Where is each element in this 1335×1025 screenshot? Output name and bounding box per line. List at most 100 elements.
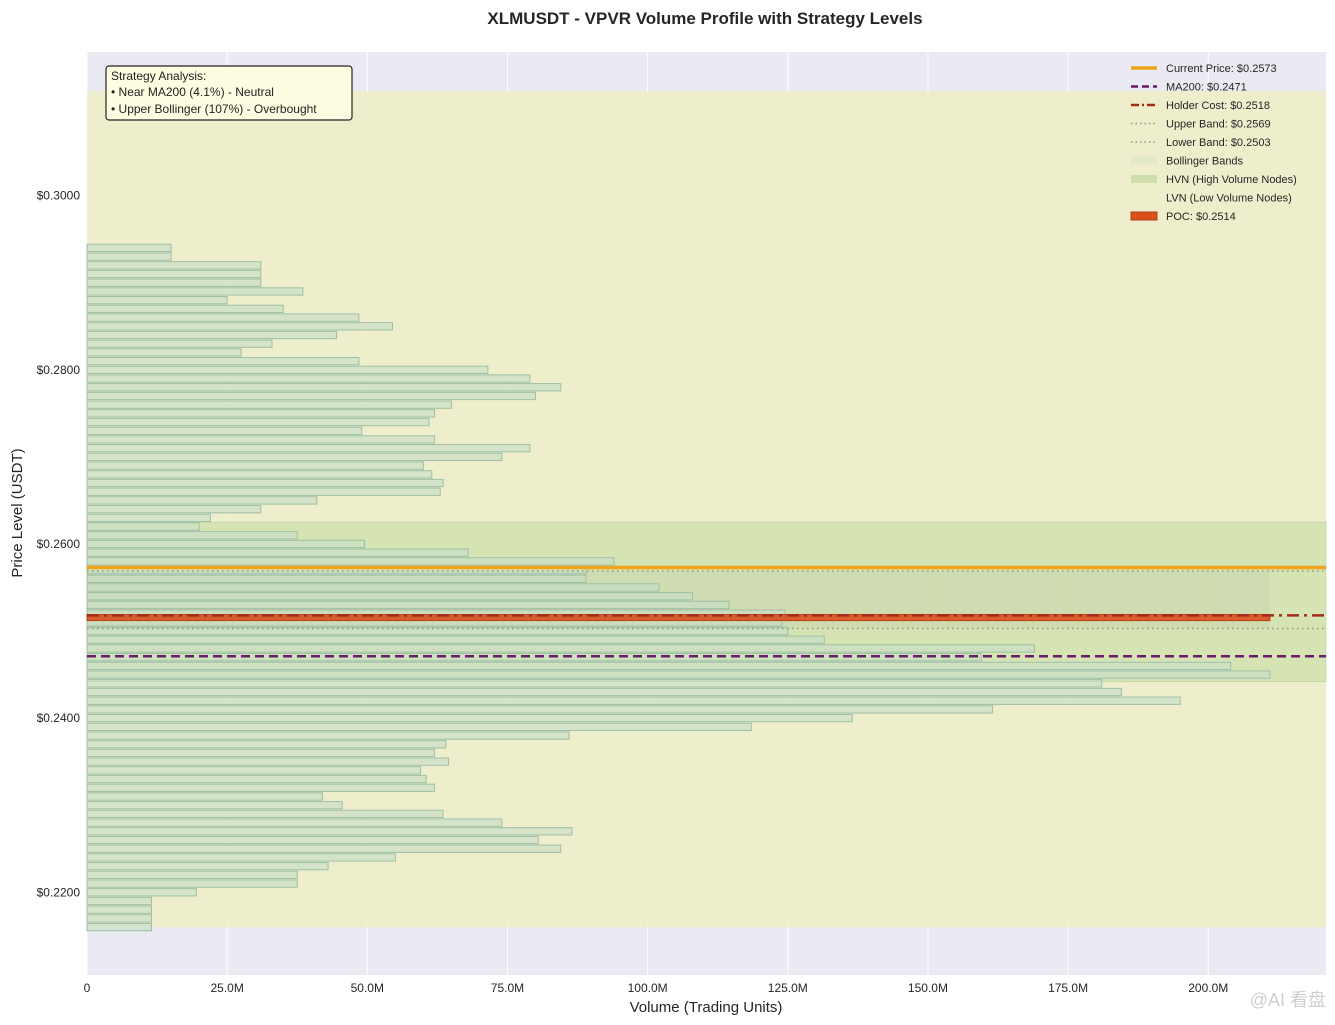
volume-bar (86, 261, 262, 270)
volume-bar (86, 374, 531, 383)
volume-bar (86, 252, 172, 261)
x-tick-label: 100.0M (628, 981, 668, 995)
volume-bar (86, 313, 360, 322)
volume-bar (86, 583, 660, 592)
volume-bar (86, 870, 298, 880)
y-tick-label: $0.3000 (37, 189, 81, 203)
volume-bar (86, 766, 422, 775)
volume-bar (86, 644, 1035, 653)
volume-bar (86, 827, 573, 836)
watermark: @AI 看盘 (1250, 990, 1326, 1010)
volume-bar (86, 844, 562, 853)
volume-bar (86, 417, 430, 427)
volume-bar (86, 740, 447, 749)
x-axis-label: Volume (Trading Units) (630, 999, 783, 1016)
volume-bar (86, 322, 394, 331)
volume-bar (86, 696, 1181, 705)
legend-swatch (1131, 193, 1157, 202)
legend-label: Bollinger Bands (1166, 156, 1244, 168)
volume-bar (86, 365, 489, 374)
volume-bar (86, 600, 730, 610)
annotation-line: • Near MA200 (4.1%) - Neutral (111, 85, 274, 99)
legend-label: Upper Band: $0.2569 (1166, 119, 1271, 131)
volume-bar (86, 679, 1103, 688)
volume-bar (86, 783, 436, 792)
annotation-title: Strategy Analysis: (111, 69, 206, 83)
volume-bar (86, 278, 262, 287)
y-tick-label: $0.2400 (37, 711, 81, 725)
volume-bar (86, 391, 537, 401)
y-tick-label: $0.2800 (37, 363, 81, 377)
volume-bar (86, 635, 825, 644)
volume-bar (86, 592, 693, 601)
volume-bar (86, 687, 1122, 697)
volume-bar (86, 801, 343, 810)
volume-bar (86, 922, 152, 932)
volume-bar (86, 626, 789, 636)
volume-bar (86, 330, 337, 340)
legend-swatch (1131, 175, 1157, 183)
legend-label: MA200: $0.2471 (1166, 82, 1247, 94)
volume-bar (86, 835, 539, 845)
volume-bar (86, 243, 172, 253)
volume-bar (86, 470, 433, 479)
volume-bar (86, 504, 262, 514)
volume-bar (86, 426, 363, 435)
x-tick-label: 150.0M (908, 981, 948, 995)
volume-bar (86, 296, 228, 305)
legend-label: Holder Cost: $0.2518 (1166, 100, 1270, 112)
y-axis: $0.2200 $0.2400 $0.2600 $0.2800 $0.3000 (37, 189, 81, 900)
x-axis: 0 25.0M 50.0M 75.0M 100.0M 125.0M 150.0M 175.0M… (84, 981, 1229, 995)
annotation-line: • Upper Bollinger (107%) - Overbought (111, 102, 317, 116)
x-tick-label: 75.0M (491, 981, 524, 995)
x-tick-label: 25.0M (210, 981, 243, 995)
volume-bar (86, 269, 262, 279)
volume-bar (86, 539, 366, 549)
volume-bar (86, 661, 1232, 671)
x-tick-label: 125.0M (768, 981, 808, 995)
volume-bar (86, 496, 318, 505)
volume-bar (86, 713, 853, 723)
volume-bar (86, 522, 200, 531)
strategy-analysis-box: Strategy Analysis: • Near MA200 (4.1%) - … (105, 65, 353, 121)
volume-bar (86, 383, 562, 392)
volume-bar (86, 705, 993, 714)
volume-bar (86, 513, 211, 523)
volume-bar (86, 809, 444, 819)
legend-label: POC: $0.2514 (1166, 211, 1236, 223)
volume-bar (86, 557, 615, 566)
legend: Current Price: $0.2573 MA200: $0.2471 Hold… (1130, 63, 1297, 223)
legend-swatch (1131, 156, 1157, 165)
legend-label: HVN (High Volume Nodes) (1166, 174, 1297, 186)
volume-bar (86, 818, 503, 827)
y-axis-label: Price Level (USDT) (9, 448, 26, 577)
volume-bars (86, 243, 1271, 932)
x-tick-label: 0 (84, 981, 91, 995)
volume-bar (86, 792, 323, 801)
volume-bar (86, 888, 197, 897)
volume-bar (86, 304, 284, 314)
volume-bar (86, 896, 152, 906)
volume-bar (86, 287, 304, 296)
volume-bar (86, 531, 298, 540)
y-tick-label: $0.2600 (37, 537, 81, 551)
y-tick-label: $0.2200 (37, 885, 81, 899)
legend-label: Current Price: $0.2573 (1166, 63, 1277, 75)
level-lines (87, 565, 1326, 658)
volume-bar (86, 461, 424, 470)
volume-bar (86, 722, 752, 731)
volume-bar (86, 748, 436, 758)
volume-bar (86, 774, 427, 784)
poc-bar (86, 614, 1271, 622)
volume-bar (86, 487, 441, 496)
volume-bar (86, 348, 242, 357)
volume-bar (86, 879, 298, 888)
volume-bar (86, 548, 469, 557)
volume-bar (86, 444, 531, 453)
legend-label: Lower Band: $0.2503 (1166, 137, 1271, 149)
volume-bar (86, 400, 452, 409)
legend-label: LVN (Low Volume Nodes) (1166, 193, 1292, 205)
x-tick-label: 175.0M (1048, 981, 1088, 995)
volume-bar (86, 731, 570, 740)
